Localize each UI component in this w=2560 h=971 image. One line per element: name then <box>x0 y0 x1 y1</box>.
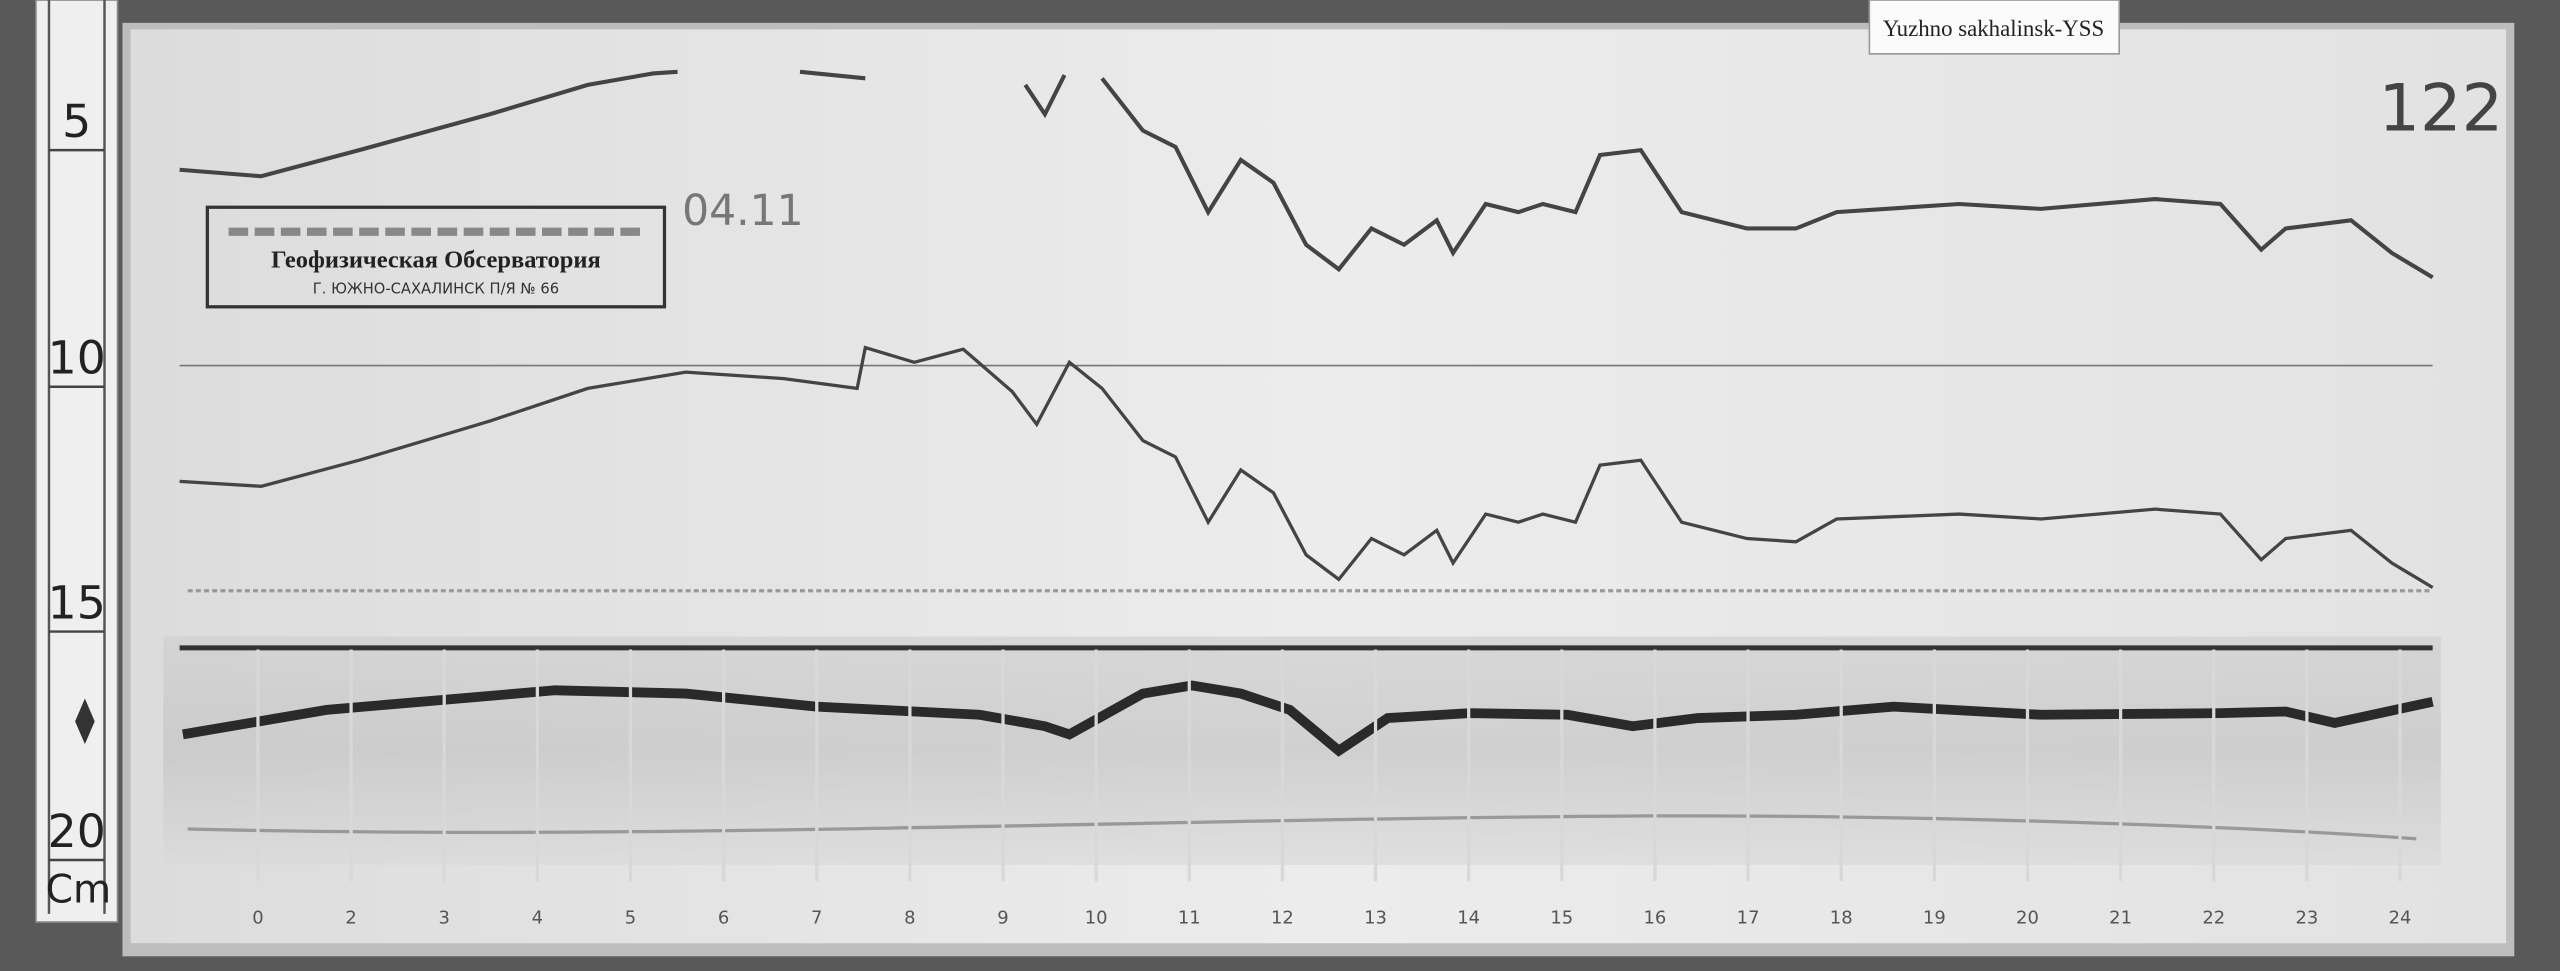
sheet-number: 122 <box>2378 71 2503 147</box>
hour-label: 17 <box>1737 908 1760 929</box>
stamp-title: Геофизическая Обсерватория <box>271 247 601 274</box>
ruler-label: 10 <box>48 332 106 385</box>
trace-d <box>179 345 2434 589</box>
hour-label: 8 <box>904 908 915 929</box>
stamp-address: Г. ЮЖНО-САХАЛИНСК П/Я № 66 <box>313 281 559 298</box>
hour-labels: 0 2 3 4 5 6 7 8 9 10 11 12 13 14 15 16 17 18 19 20 21 22 23 24 <box>252 649 2412 929</box>
hour-label: 4 <box>532 908 543 929</box>
hour-label: 14 <box>1457 908 1480 929</box>
hour-label: 21 <box>2109 908 2132 929</box>
hour-label: 12 <box>1271 908 1294 929</box>
exposed-band <box>163 636 2441 865</box>
hour-label: 7 <box>811 908 822 929</box>
hour-label: 24 <box>2389 908 2412 929</box>
hour-label: 9 <box>997 908 1008 929</box>
ruler-labels: 5 10 15 20 <box>48 95 106 862</box>
hour-label: 23 <box>2295 908 2318 929</box>
hour-label: 22 <box>2202 908 2225 929</box>
ruler-label: 15 <box>48 577 106 630</box>
ruler-marker <box>75 698 95 745</box>
hour-label: 13 <box>1364 908 1387 929</box>
hour-label: 20 <box>2016 908 2039 929</box>
hour-label: 10 <box>1085 908 1108 929</box>
hour-label: 2 <box>345 908 356 929</box>
station-name: Yuzhno sakhalinsk-YSS <box>1883 16 2105 41</box>
date-note: 04.11 <box>682 187 803 236</box>
stamp-box <box>205 205 667 309</box>
hour-label: 16 <box>1644 908 1667 929</box>
hour-label: 5 <box>625 908 636 929</box>
hour-label: 19 <box>1923 908 1946 929</box>
hour-label: 18 <box>1830 908 1853 929</box>
hour-label: 6 <box>718 908 729 929</box>
ruler-label: 5 <box>62 95 91 148</box>
ruler-label: 20 <box>48 805 106 858</box>
station-tag <box>1868 0 2120 55</box>
ruler-unit: Cm <box>46 867 111 912</box>
hour-label: 3 <box>439 908 450 929</box>
hour-label: 11 <box>1178 908 1201 929</box>
trace-h <box>179 69 2434 280</box>
faint-trace <box>187 814 2417 841</box>
hour-label: 0 <box>252 908 263 929</box>
hour-label: 15 <box>1550 908 1573 929</box>
